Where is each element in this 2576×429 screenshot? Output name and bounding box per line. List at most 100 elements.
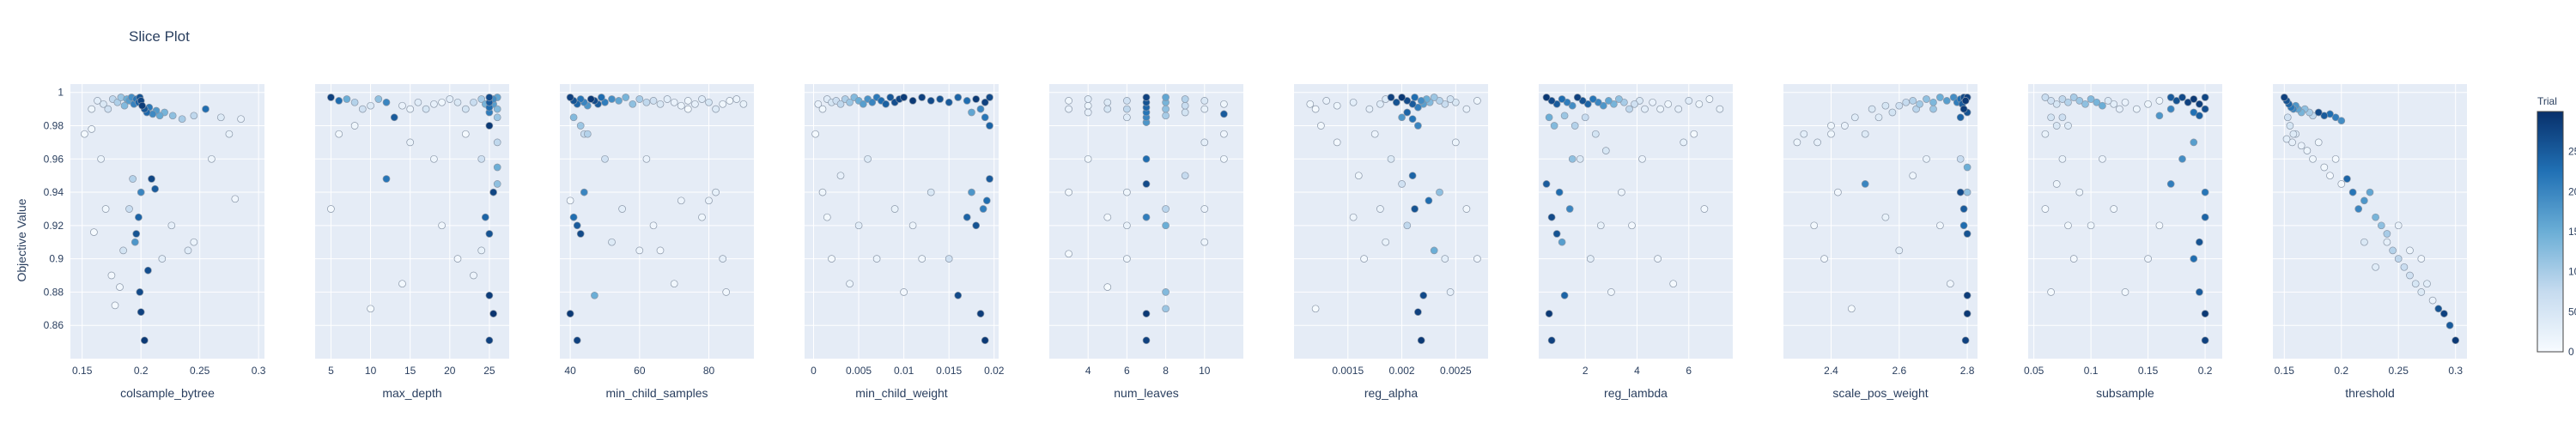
data-point xyxy=(908,97,917,105)
data-point xyxy=(125,205,133,213)
x-axis-label: num_leaves xyxy=(1114,386,1179,400)
data-point xyxy=(670,280,678,288)
data-point xyxy=(2099,101,2106,110)
data-point xyxy=(1414,103,1422,112)
x-axis-label: threshold xyxy=(2345,386,2395,400)
data-point xyxy=(367,305,374,313)
x-tick-label: 15 xyxy=(404,365,416,377)
data-point xyxy=(1631,100,1638,108)
colorbar-tick-label: 100 xyxy=(2568,266,2576,278)
data-point xyxy=(1084,95,1092,103)
data-point xyxy=(382,98,391,106)
data-point xyxy=(663,95,671,103)
data-point xyxy=(2110,100,2118,108)
data-point xyxy=(1827,122,1835,130)
data-point xyxy=(1636,97,1643,105)
data-point xyxy=(864,154,872,163)
x-axis-label: subsample xyxy=(2096,386,2154,400)
data-point xyxy=(1923,95,1930,103)
data-point xyxy=(1451,98,1460,106)
data-point xyxy=(2283,113,2292,122)
data-point xyxy=(722,288,731,296)
data-point xyxy=(1162,305,1170,313)
data-point xyxy=(485,122,494,130)
data-point xyxy=(698,213,706,221)
data-point xyxy=(1142,180,1151,188)
data-point xyxy=(1142,154,1151,163)
data-point xyxy=(1555,188,1564,196)
data-point xyxy=(1103,283,1112,291)
data-point xyxy=(1656,105,1664,113)
data-point xyxy=(2360,196,2368,205)
data-point xyxy=(1181,108,1189,117)
x-axis-label: colsample_bytree xyxy=(120,386,215,400)
data-point xyxy=(918,94,927,101)
data-point xyxy=(2047,288,2055,296)
data-point xyxy=(327,205,335,213)
data-point xyxy=(945,255,953,263)
data-point xyxy=(1800,130,1808,138)
data-point xyxy=(828,255,835,263)
panel-colsample_bytree: 0.15 0.2 0.25 0.3 colsample_bytree 0.86 0.88 0.… xyxy=(44,84,266,400)
x-tick-label: 0.25 xyxy=(190,365,210,377)
data-point xyxy=(1349,98,1358,106)
data-point xyxy=(1888,108,1897,117)
data-point xyxy=(569,113,578,122)
data-point xyxy=(591,291,598,299)
data-point xyxy=(88,125,96,133)
data-point xyxy=(972,95,981,103)
data-point xyxy=(882,100,890,108)
data-point xyxy=(1946,280,1954,288)
data-point xyxy=(2166,180,2175,188)
data-point xyxy=(1408,100,1417,108)
colorbar-title: Trial xyxy=(2537,95,2557,107)
data-point xyxy=(1451,138,1460,147)
data-point xyxy=(104,105,112,113)
data-point xyxy=(1625,105,1633,113)
plot-background xyxy=(70,84,264,359)
data-point xyxy=(1162,205,1170,213)
data-point xyxy=(1589,95,1597,103)
data-point xyxy=(1473,255,1481,263)
data-point xyxy=(726,97,734,105)
data-point xyxy=(818,105,827,113)
data-point xyxy=(1123,188,1131,196)
data-point xyxy=(2116,105,2123,113)
data-point xyxy=(430,154,438,163)
data-point xyxy=(982,196,991,205)
data-point xyxy=(818,188,827,196)
data-point xyxy=(1558,95,1566,103)
colorbar-tick-label: 150 xyxy=(2568,226,2576,238)
data-point xyxy=(137,308,145,317)
data-point xyxy=(2184,98,2192,106)
data-point xyxy=(1365,105,1374,113)
data-point xyxy=(1963,230,1971,238)
data-point xyxy=(2417,288,2426,296)
data-point xyxy=(111,301,119,310)
data-point xyxy=(144,266,152,275)
data-point xyxy=(2075,188,2084,196)
data-point xyxy=(1200,238,1209,246)
data-point xyxy=(358,105,367,113)
data-point xyxy=(422,105,430,113)
data-point xyxy=(2075,97,2084,105)
data-point xyxy=(1902,98,1911,106)
data-point xyxy=(1959,105,1968,113)
plot-background xyxy=(805,84,999,359)
data-point xyxy=(477,246,486,255)
data-point xyxy=(168,112,177,120)
data-point xyxy=(2087,95,2095,103)
data-point xyxy=(2196,238,2203,246)
data-point xyxy=(1398,94,1406,101)
data-point xyxy=(963,97,971,105)
data-point xyxy=(854,221,863,230)
data-point xyxy=(453,255,462,263)
x-tick-label: 2 xyxy=(1583,365,1589,377)
data-point xyxy=(986,122,993,130)
data-point xyxy=(1436,188,1443,196)
x-tick-label: 0.2 xyxy=(2198,365,2213,377)
x-tick-label: 8 xyxy=(1163,365,1169,377)
data-point xyxy=(608,238,616,246)
data-point xyxy=(2081,100,2089,108)
data-point xyxy=(1542,180,1551,188)
